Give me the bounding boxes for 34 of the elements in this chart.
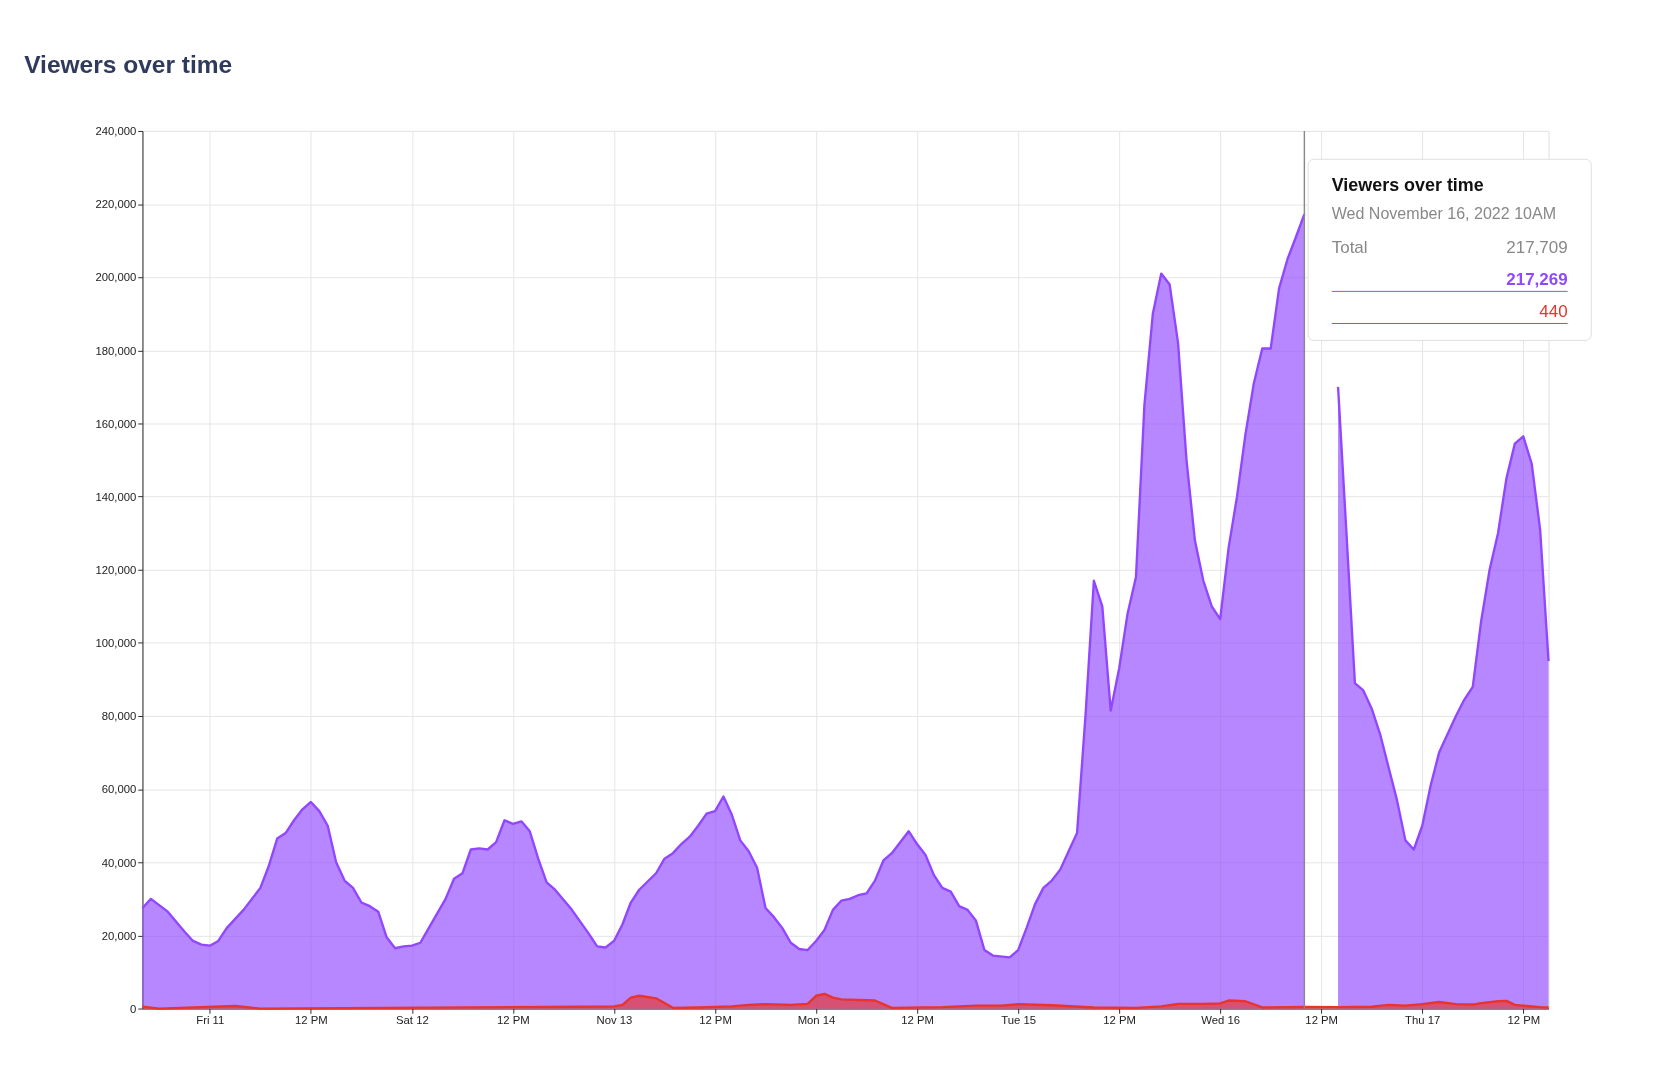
- x-tick-label: 12 PM: [901, 1014, 934, 1027]
- y-tick-label: 0: [130, 1002, 137, 1015]
- x-tick-label: Sat 12: [396, 1014, 429, 1027]
- chart-title: Viewers over time: [24, 51, 233, 79]
- y-tick-label: 120,000: [95, 564, 137, 577]
- x-tick-label: 12 PM: [1305, 1014, 1339, 1027]
- y-tick-label: 100,000: [95, 637, 137, 650]
- annotation: Wed November 16, 2022 10AM: [1331, 203, 1556, 222]
- x-tick-label: Fri 11: [196, 1014, 225, 1027]
- y-tick-label: 220,000: [95, 198, 137, 211]
- x-tick-label: Thu 17: [1405, 1014, 1441, 1027]
- x-tick-label: 12 PM: [699, 1014, 732, 1027]
- x-tick-label: 12 PM: [295, 1014, 328, 1027]
- x-tick-label: 12 PM: [1507, 1014, 1541, 1027]
- x-tick-label: 12 PM: [1103, 1014, 1136, 1027]
- y-tick-label: 40,000: [101, 856, 137, 869]
- annotation: Viewers over time: [1331, 175, 1484, 196]
- annotation: 440: [1539, 301, 1568, 321]
- y-tick-label: 20,000: [101, 929, 137, 942]
- y-tick-label: 60,000: [101, 783, 137, 796]
- annotation: 217,709: [1506, 237, 1568, 257]
- x-tick-label: Tue 15: [1001, 1014, 1036, 1027]
- x-tick-label: 12 PM: [497, 1014, 530, 1027]
- x-tick-label: Mon 14: [797, 1014, 836, 1027]
- annotation: Total: [1331, 237, 1368, 257]
- x-tick-label: Nov 13: [596, 1014, 633, 1027]
- x-tick-label: Wed 16: [1201, 1014, 1241, 1027]
- y-tick-label: 80,000: [101, 710, 137, 723]
- y-tick-label: 240,000: [95, 125, 137, 138]
- y-tick-label: 180,000: [95, 344, 137, 357]
- y-tick-label: 200,000: [95, 271, 137, 284]
- annotation: 217,269: [1506, 269, 1568, 289]
- y-tick-label: 140,000: [95, 490, 137, 503]
- y-tick-label: 160,000: [95, 417, 137, 430]
